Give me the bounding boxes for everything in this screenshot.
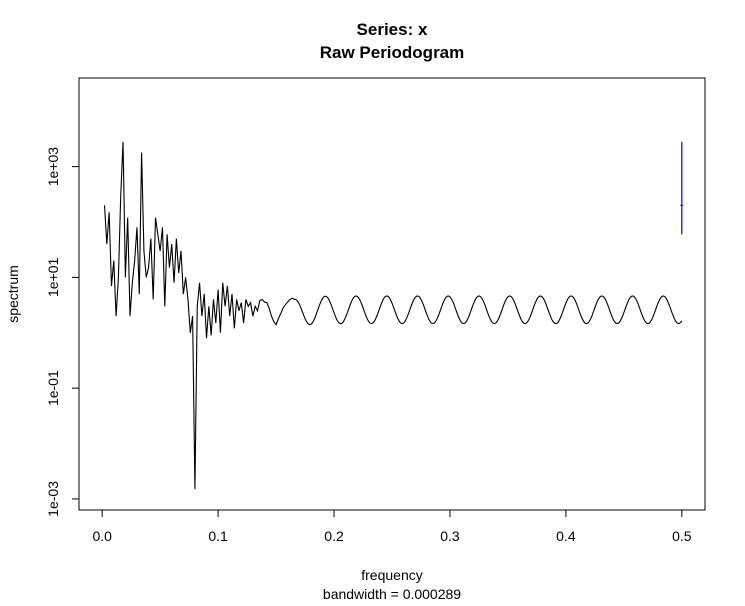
series-layer bbox=[103, 141, 683, 490]
x-axis: 0.0 0.1 0.2 0.3 0.4 0.5 bbox=[92, 509, 692, 544]
bandwidth-label: bandwidth = 0.000289 bbox=[323, 586, 461, 602]
x-tick-label: 0.0 bbox=[92, 528, 112, 544]
x-tick-label: 0.1 bbox=[208, 528, 228, 544]
plot-frame bbox=[78, 77, 706, 511]
y-axis-label: spectrum bbox=[5, 265, 21, 323]
y-tick-label: 1e-01 bbox=[45, 370, 61, 406]
y-tick-label: 1e-03 bbox=[45, 481, 61, 517]
y-tick-label: 1e+03 bbox=[45, 147, 61, 187]
x-tick-label: 0.4 bbox=[556, 528, 576, 544]
x-tick-label: 0.3 bbox=[440, 528, 460, 544]
x-tick-label: 0.5 bbox=[672, 528, 692, 544]
chart-subtitle: Raw Periodogram bbox=[320, 43, 465, 62]
x-axis-label: frequency bbox=[361, 567, 422, 583]
ci-layer bbox=[680, 141, 684, 235]
y-axis: 1e-03 1e-01 1e+01 1e+03 bbox=[45, 147, 80, 517]
chart-title: Series: x bbox=[357, 20, 428, 39]
x-tick-label: 0.2 bbox=[324, 528, 344, 544]
y-tick-label: 1e+01 bbox=[45, 258, 61, 298]
periodogram-line bbox=[103, 141, 683, 490]
